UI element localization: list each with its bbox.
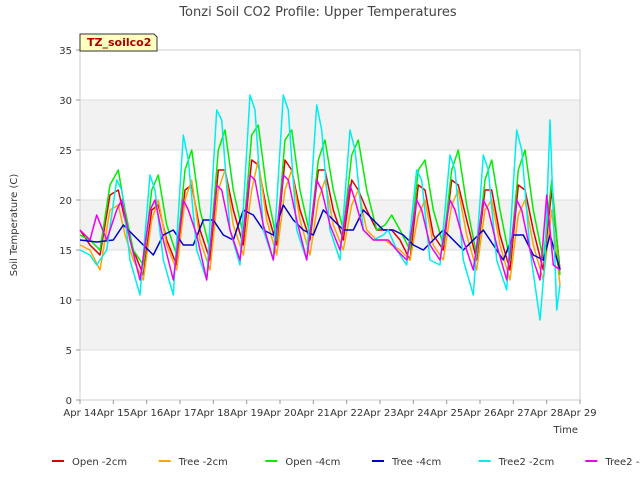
y-axis-label: Soil Temperature (C) [9,174,20,277]
y-axis-ticks: 0 5 10 15 20 25 30 35 [59,46,80,407]
x-tick-label: Apr 25 [430,408,463,419]
x-tick-label: Apr 24 [397,408,430,419]
x-tick-label: Apr 15 [97,408,130,419]
x-tick-label: Apr 19 [230,408,263,419]
site-badge: TZ_soilco2 [79,33,158,52]
legend-label: Open -4cm [285,457,340,468]
legend-label: Tree2 -2cm [498,457,555,468]
x-axis-ticks: Apr 14 Apr 15 Apr 16 Apr 17 Apr 18 Apr 19 Apr … [63,400,597,419]
x-tick-label: Apr 28 [530,408,563,419]
x-tick-label: Apr 23 [363,408,396,419]
site-badge-label: TZ_soilco2 [87,36,151,49]
y-tick-label: 25 [59,146,72,157]
x-tick-label: Apr 17 [163,408,196,419]
series-line [79,94,561,321]
legend: Open -2cm Tree -2cm Open -4cm Tree -4cm Tree… [52,457,640,468]
legend-label: Tree -2cm [178,457,228,468]
legend-label: Open -2cm [72,457,127,468]
site-badge-box [79,33,158,52]
plot-frame [79,49,581,401]
y-tick-label: 20 [59,196,72,207]
x-tick-label: Apr 22 [330,408,363,419]
x-tick-label: Apr 27 [497,408,530,419]
chart-title: Tonzi Soil CO2 Profile: Upper Temperatur… [178,5,457,20]
x-tick-label: Apr 14 [63,408,96,419]
x-tick-label: Apr 16 [130,408,163,419]
y-tick-label: 10 [59,296,72,307]
x-tick-label: Apr 21 [297,408,330,419]
y-tick-label: 0 [66,396,72,407]
legend-label: Tree2 -4cm [604,457,640,468]
x-tick-label: Apr 26 [463,408,496,419]
series-lines [79,94,561,321]
y-tick-label: 5 [66,346,72,357]
grid-band [80,300,580,350]
legend-label: Tree -4cm [391,457,441,468]
y-tick-label: 30 [59,96,72,107]
y-tick-label: 15 [59,246,72,257]
y-tick-label: 35 [59,46,72,57]
x-axis-label: Time [553,425,578,436]
grid-band [80,100,580,150]
x-tick-label: Apr 18 [197,408,230,419]
series-line [79,174,561,281]
x-tick-label: Apr 29 [563,408,596,419]
x-tick-label: Apr 20 [263,408,296,419]
